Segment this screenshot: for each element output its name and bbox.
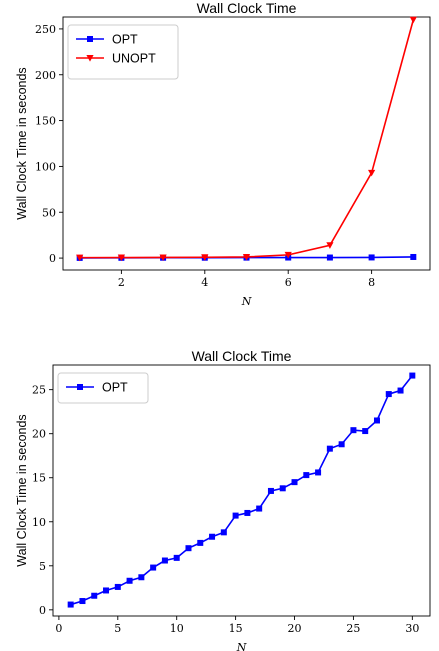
series-line	[70, 375, 413, 606]
x-axis-label: N	[236, 641, 247, 651]
data-point	[409, 372, 416, 379]
plot-frame	[62, 16, 431, 271]
x-tick-label: 2	[118, 276, 125, 289]
legend-label: UNOPT	[112, 52, 156, 66]
data-point	[326, 254, 333, 261]
plot-frame	[52, 364, 431, 617]
series-opt	[67, 372, 416, 608]
legend: OPT	[57, 372, 149, 404]
legend-label: OPT	[102, 381, 128, 395]
x-tick-label: 5	[114, 622, 121, 635]
data-point	[197, 539, 204, 546]
y-axis-label: Wall Clock Time in seconds	[15, 67, 29, 219]
x-tick-label: 0	[55, 622, 62, 635]
chart-title: Wall Clock Time	[192, 348, 292, 364]
chart-title: Wall Clock Time	[197, 0, 297, 16]
data-point	[303, 472, 310, 479]
legend-box	[57, 372, 149, 404]
data-point	[338, 441, 345, 448]
data-point	[159, 254, 167, 262]
series-unopt	[76, 16, 417, 262]
chart-2: Wall Clock Time 0 5 10 15 20 25 30 0 5 10 15 20 25 N Wa…	[15, 348, 431, 651]
x-tick-label: 10	[170, 622, 184, 635]
data-point	[220, 529, 227, 536]
y-tick-label: 150	[35, 115, 56, 128]
data-point	[209, 533, 216, 540]
legend-marker	[86, 55, 94, 62]
data-point	[201, 254, 209, 261]
y-tick-label: 200	[35, 69, 56, 82]
y-tick-label: 0	[39, 604, 46, 617]
data-point	[362, 428, 369, 435]
data-point	[410, 253, 417, 260]
data-point	[67, 601, 74, 608]
x-tick-label: 8	[368, 276, 375, 289]
legend-marker	[87, 36, 93, 42]
data-point	[326, 445, 333, 452]
data-point	[117, 254, 125, 262]
x-tick-label: 30	[405, 622, 419, 635]
data-point	[232, 512, 239, 519]
data-point	[368, 169, 376, 177]
data-point	[91, 592, 98, 599]
data-point	[76, 254, 84, 262]
y-axis-label: Wall Clock Time in seconds	[15, 414, 29, 566]
y-tick-label: 0	[49, 252, 56, 265]
y-tick-label: 10	[32, 516, 46, 529]
data-point	[242, 253, 251, 261]
y-tick-label: 5	[39, 560, 46, 573]
y-tick-label: 20	[32, 428, 46, 441]
data-point	[79, 598, 86, 605]
data-point	[244, 509, 251, 516]
x-tick-label: 4	[201, 276, 208, 289]
data-point	[185, 545, 192, 552]
y-tick-label: 50	[42, 206, 56, 219]
data-point	[385, 391, 392, 398]
x-tick-label: 15	[229, 622, 243, 635]
data-point	[368, 254, 375, 261]
data-point	[103, 587, 110, 594]
data-point	[138, 574, 145, 581]
legend-marker	[77, 384, 83, 390]
data-point	[114, 583, 121, 590]
data-point	[326, 242, 334, 249]
legend: OPT UNOPT	[67, 24, 179, 80]
x-axis-label: N	[241, 295, 252, 308]
data-point	[126, 577, 133, 584]
data-point	[284, 251, 292, 259]
x-tick-label: 20	[288, 622, 302, 635]
y-tick-label: 250	[35, 23, 56, 36]
data-point	[397, 387, 404, 394]
data-point	[409, 16, 417, 24]
chart-1: Wall Clock Time 2 4 6 8 0 50 100 150 200 250 N Wall …	[15, 0, 431, 308]
data-point	[350, 427, 357, 434]
y-tick-label: 15	[32, 472, 46, 485]
data-point	[161, 557, 168, 564]
legend-label: OPT	[112, 33, 138, 47]
y-tick-label: 100	[35, 160, 56, 173]
data-point	[173, 554, 180, 561]
y-tick-label: 25	[32, 384, 46, 397]
data-point	[150, 564, 157, 571]
x-tick-label: 25	[346, 622, 360, 635]
data-point	[291, 479, 298, 486]
data-point	[373, 417, 380, 424]
data-point	[279, 485, 286, 492]
data-point	[256, 505, 263, 512]
x-tick-label: 6	[285, 276, 292, 289]
data-point	[267, 487, 274, 494]
data-point	[315, 469, 322, 476]
